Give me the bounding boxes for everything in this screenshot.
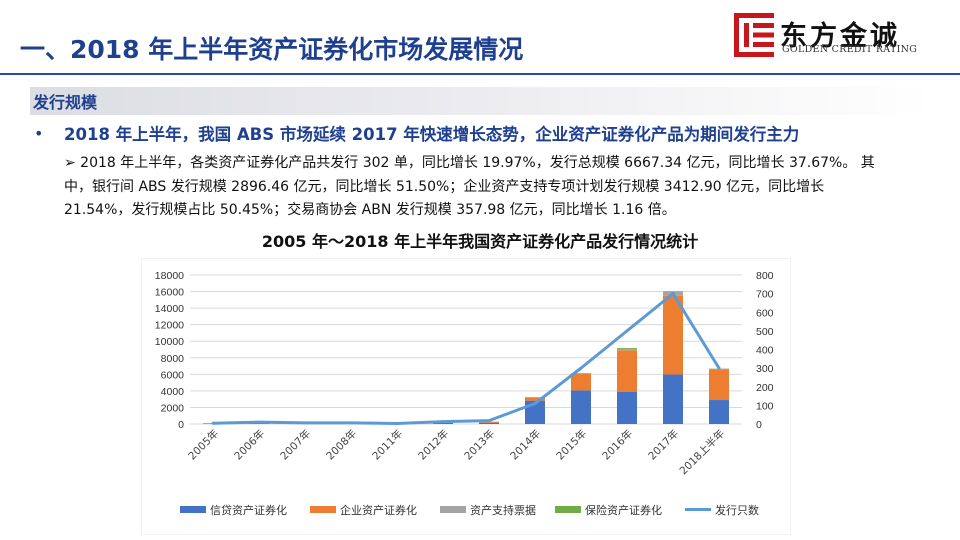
x-tick-label: 2017年 — [646, 427, 682, 463]
y-tick-label: 4000 — [161, 386, 185, 398]
x-tick-label: 2007年 — [278, 427, 314, 463]
line-point — [349, 421, 353, 425]
line-point — [395, 421, 399, 425]
y-tick-label: 12000 — [155, 320, 184, 332]
x-tick-label: 2018上半年 — [677, 427, 727, 477]
logo-name-en: GOLDEN CREDIT RATING — [782, 44, 918, 55]
bullet-headline: 2018 年上半年，我国 ABS 市场延续 2017 年快速增长态势，企业资产证… — [64, 125, 800, 144]
x-tick-label: 2005年 — [186, 427, 222, 463]
y-tick-label: 6000 — [161, 369, 185, 381]
y-tick-label: 0 — [178, 419, 184, 431]
bar-credit_abs — [571, 390, 591, 424]
y2-tick-label: 700 — [756, 289, 774, 301]
bar-corporate_abs — [663, 295, 683, 375]
bar-credit_abs — [479, 422, 499, 424]
y2-tick-label: 100 — [756, 400, 774, 412]
bar-abn — [571, 373, 591, 374]
y-tick-label: 14000 — [155, 303, 184, 315]
legend-swatch — [555, 506, 581, 513]
x-tick-label: 2012年 — [416, 427, 452, 463]
bar-corporate_abs — [525, 397, 545, 401]
y-tick-label: 10000 — [155, 336, 184, 348]
y-tick-label: 8000 — [161, 353, 185, 365]
line-point — [625, 329, 629, 333]
legend-swatch — [440, 506, 466, 513]
x-tick-label: 2006年 — [232, 427, 268, 463]
line-point — [257, 420, 261, 424]
body-paragraph: ➢ 2018 年上半年，各类资产证券化产品共发行 302 单，同比增长 19.9… — [64, 155, 875, 218]
line-point — [533, 402, 537, 406]
section-bar: 发行规模 — [30, 87, 934, 115]
bar-corporate_abs — [617, 350, 637, 392]
legend-label: 资产支持票据 — [470, 503, 536, 517]
chart-title: 2005 年～2018 年上半年我国资产证券化产品发行情况统计 — [261, 232, 699, 251]
legend-label: 保险资产证券化 — [585, 503, 662, 517]
logo-mark-icon — [734, 13, 774, 57]
issuance-chart: 0200040006000800010000120001400016000180… — [155, 270, 774, 517]
line-point — [303, 421, 307, 425]
y2-tick-label: 300 — [756, 363, 774, 375]
bar-corporate_abs — [709, 369, 729, 401]
x-tick-label: 2016年 — [600, 427, 636, 463]
company-logo: 东方金诚 GOLDEN CREDIT RATING — [734, 13, 924, 57]
line-point — [487, 419, 491, 423]
bar-corporate_abs — [479, 421, 499, 423]
y2-tick-label: 400 — [756, 345, 774, 357]
line-point — [211, 421, 215, 425]
legend-label: 企业资产证券化 — [340, 503, 417, 517]
header-divider — [0, 73, 960, 75]
y-tick-label: 18000 — [155, 270, 184, 282]
x-tick-label: 2011年 — [370, 427, 406, 463]
x-tick-label: 2013年 — [462, 427, 498, 463]
line-point — [671, 292, 675, 296]
legend-swatch — [180, 506, 206, 513]
y2-tick-label: 0 — [756, 419, 762, 431]
line-point — [717, 366, 721, 370]
bar-credit_abs — [663, 374, 683, 424]
y2-tick-label: 500 — [756, 326, 774, 338]
x-tick-label: 2014年 — [508, 427, 544, 463]
y2-tick-label: 800 — [756, 270, 774, 282]
y2-tick-label: 200 — [756, 382, 774, 394]
logo-name-cn: 东方金诚 — [780, 21, 900, 52]
legend-label: 发行只数 — [715, 503, 759, 517]
x-tick-label: 2008年 — [324, 427, 360, 463]
legend-swatch — [310, 506, 336, 513]
bar-abn — [617, 348, 637, 351]
y-tick-label: 2000 — [161, 402, 185, 414]
bar-insurance_abs — [617, 348, 637, 349]
bar-credit_abs — [433, 422, 453, 424]
line-point — [441, 420, 445, 424]
bar-credit_abs — [709, 400, 729, 424]
section-label: 发行规模 — [33, 93, 98, 112]
bar-corporate_abs — [571, 373, 591, 391]
y2-tick-label: 600 — [756, 307, 774, 319]
bullet-marker: • — [34, 124, 44, 143]
page-title: 一、2018 年上半年资产证券化市场发展情况 — [20, 35, 524, 64]
legend-label: 信贷资产证券化 — [210, 503, 287, 517]
chart-container: 0 2000 4000 6000 8000 10000 12000 14000 16000 180… — [142, 259, 790, 534]
line-issuance_count — [212, 292, 721, 425]
x-tick-label: 2015年 — [554, 427, 590, 463]
y-tick-label: 16000 — [155, 287, 184, 299]
line-point — [579, 366, 583, 370]
bar-credit_abs — [617, 391, 637, 424]
